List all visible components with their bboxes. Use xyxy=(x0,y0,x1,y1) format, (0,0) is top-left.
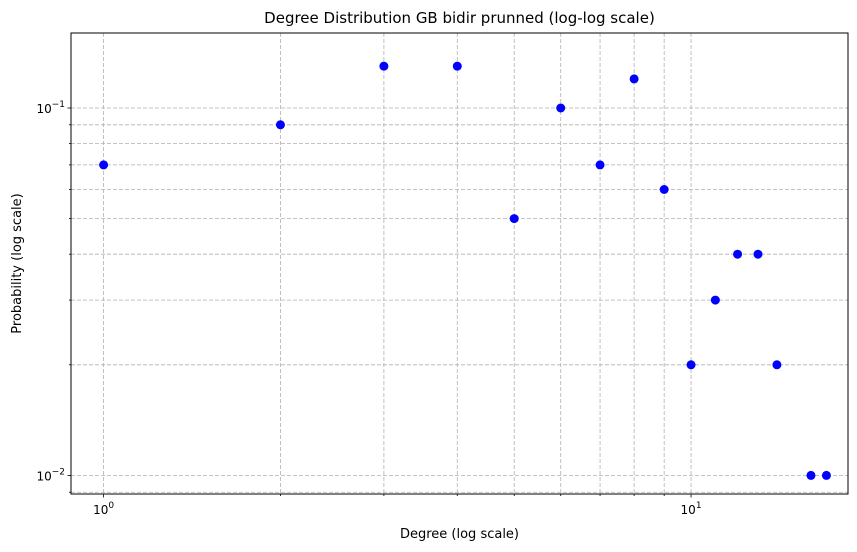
data-point xyxy=(772,360,782,370)
data-point xyxy=(452,61,462,71)
data-point xyxy=(806,470,816,480)
data-point xyxy=(710,295,720,305)
y-tick-label: 10−2 xyxy=(36,467,65,483)
x-tick-label: 101 xyxy=(681,501,702,517)
y-axis-label: Probability (log scale) xyxy=(10,193,25,333)
y-tick-label: 10−1 xyxy=(36,100,65,116)
data-point xyxy=(595,160,605,170)
plot-frame xyxy=(70,32,849,495)
data-point xyxy=(629,74,639,84)
grid xyxy=(71,33,848,494)
chart-title: Degree Distribution GB bidir prunned (lo… xyxy=(264,9,655,27)
axis-ticks: 100 101 10−2 10−1 xyxy=(36,100,701,517)
data-point xyxy=(379,61,389,71)
data-points xyxy=(99,61,831,480)
data-point xyxy=(753,249,763,259)
data-point xyxy=(659,185,669,195)
data-point xyxy=(733,249,743,259)
x-tick-label: 100 xyxy=(93,501,114,517)
data-point xyxy=(99,160,109,170)
x-axis-label: Degree (log scale) xyxy=(400,527,519,542)
data-point xyxy=(686,360,696,370)
data-point xyxy=(821,470,831,480)
data-point xyxy=(556,103,566,113)
data-point xyxy=(275,120,285,130)
data-point xyxy=(509,214,519,224)
